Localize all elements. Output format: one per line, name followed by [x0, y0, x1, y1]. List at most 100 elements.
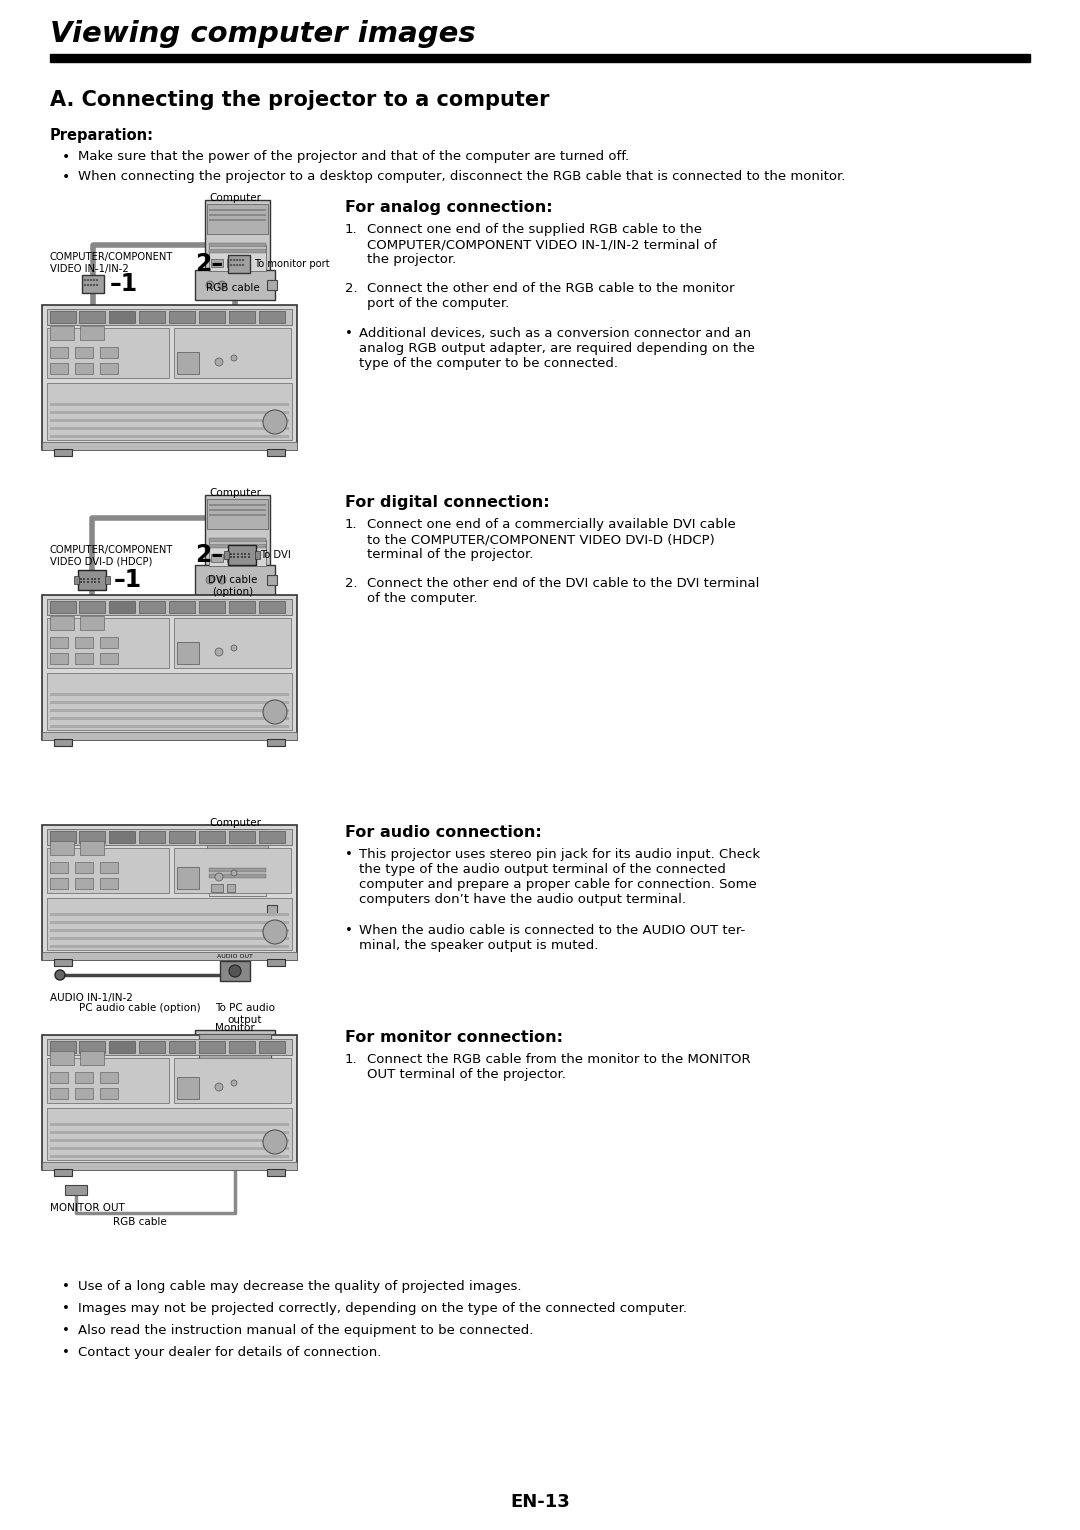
Bar — [50, 347, 68, 358]
Circle shape — [264, 1131, 287, 1154]
Bar — [210, 245, 266, 271]
Bar — [75, 636, 93, 649]
Bar — [205, 200, 270, 275]
Bar — [80, 842, 104, 855]
Bar — [168, 311, 195, 323]
Text: DVI cable
(option): DVI cable (option) — [208, 575, 258, 597]
Bar — [48, 309, 292, 324]
Bar — [210, 869, 266, 897]
Bar — [50, 861, 68, 874]
Bar — [50, 946, 289, 949]
Bar — [50, 1088, 68, 1099]
Bar — [48, 1039, 292, 1056]
Bar — [139, 311, 165, 323]
Circle shape — [242, 263, 244, 266]
Bar — [168, 601, 195, 614]
Bar — [48, 1108, 292, 1160]
Bar — [48, 673, 292, 730]
Bar — [54, 1169, 72, 1177]
Bar — [75, 1088, 93, 1099]
Bar — [50, 363, 68, 373]
Circle shape — [80, 581, 82, 583]
Text: Additional devices, such as a conversion connector and an
analog RGB output adap: Additional devices, such as a conversion… — [359, 327, 755, 370]
Bar — [48, 600, 292, 615]
Bar — [50, 311, 76, 323]
Bar — [50, 617, 75, 630]
Text: COMPUTER/COMPONENT
VIDEO DVI-D (HDCP): COMPUTER/COMPONENT VIDEO DVI-D (HDCP) — [50, 545, 174, 566]
Circle shape — [244, 552, 246, 555]
Circle shape — [83, 581, 85, 583]
Text: Computer: Computer — [210, 488, 261, 497]
Bar — [50, 601, 76, 614]
Bar — [50, 326, 75, 340]
Bar — [100, 363, 118, 373]
Text: RGB cable: RGB cable — [113, 1216, 167, 1227]
Text: For digital connection:: For digital connection: — [345, 496, 550, 509]
Bar — [79, 601, 105, 614]
Text: A. Connecting the projector to a computer: A. Connecting the projector to a compute… — [50, 90, 550, 110]
Circle shape — [231, 355, 237, 361]
Bar — [50, 54, 1030, 63]
Text: •: • — [62, 150, 70, 164]
Bar — [177, 868, 199, 889]
Bar — [220, 1123, 249, 1129]
Bar — [227, 884, 235, 892]
Bar — [79, 1040, 105, 1053]
Bar — [195, 565, 275, 595]
Bar — [80, 1051, 104, 1065]
Bar — [109, 311, 135, 323]
Bar — [259, 311, 285, 323]
Text: MONITOR OUT: MONITOR OUT — [50, 1203, 125, 1213]
Bar — [259, 1040, 285, 1053]
Bar — [211, 259, 222, 268]
Bar — [220, 961, 249, 981]
Bar — [50, 921, 289, 924]
Bar — [210, 514, 266, 516]
Bar — [100, 636, 118, 649]
Bar — [79, 831, 105, 843]
Circle shape — [237, 555, 239, 558]
Bar — [109, 1040, 135, 1053]
Bar — [100, 1088, 118, 1099]
Bar — [210, 834, 266, 837]
Bar — [267, 906, 276, 915]
Bar — [105, 575, 110, 584]
Bar — [174, 848, 291, 894]
Text: 2–: 2– — [194, 252, 222, 275]
Bar — [80, 617, 104, 630]
Text: For analog connection:: For analog connection: — [345, 200, 553, 216]
Bar — [50, 1123, 289, 1126]
Circle shape — [206, 906, 214, 913]
Bar — [50, 1051, 75, 1065]
Bar — [50, 929, 289, 932]
Bar — [42, 1034, 297, 1170]
Bar — [50, 718, 289, 721]
Circle shape — [90, 278, 92, 282]
Text: Use of a long cable may decrease the quality of projected images.: Use of a long cable may decrease the qua… — [78, 1281, 522, 1293]
Text: •: • — [62, 1346, 70, 1359]
Circle shape — [94, 581, 96, 583]
Bar — [50, 1155, 289, 1158]
Circle shape — [264, 410, 287, 435]
Circle shape — [55, 970, 65, 981]
Bar — [75, 861, 93, 874]
Bar — [199, 1034, 271, 1102]
Circle shape — [206, 575, 214, 584]
Bar — [199, 831, 225, 843]
Bar — [79, 311, 105, 323]
Text: To monitor port: To monitor port — [254, 259, 329, 269]
Text: 1.: 1. — [345, 223, 357, 236]
Bar — [210, 210, 266, 211]
Bar — [109, 831, 135, 843]
Text: To PC audio
output: To PC audio output — [215, 1004, 275, 1025]
Text: For audio connection:: For audio connection: — [345, 825, 542, 840]
Circle shape — [96, 283, 98, 286]
Text: –1: –1 — [114, 568, 143, 592]
Text: Preparation:: Preparation: — [50, 129, 154, 142]
Bar — [42, 595, 297, 741]
Circle shape — [235, 259, 239, 262]
Bar — [100, 347, 118, 358]
Bar — [50, 435, 289, 438]
Bar — [229, 831, 255, 843]
Bar — [75, 363, 93, 373]
